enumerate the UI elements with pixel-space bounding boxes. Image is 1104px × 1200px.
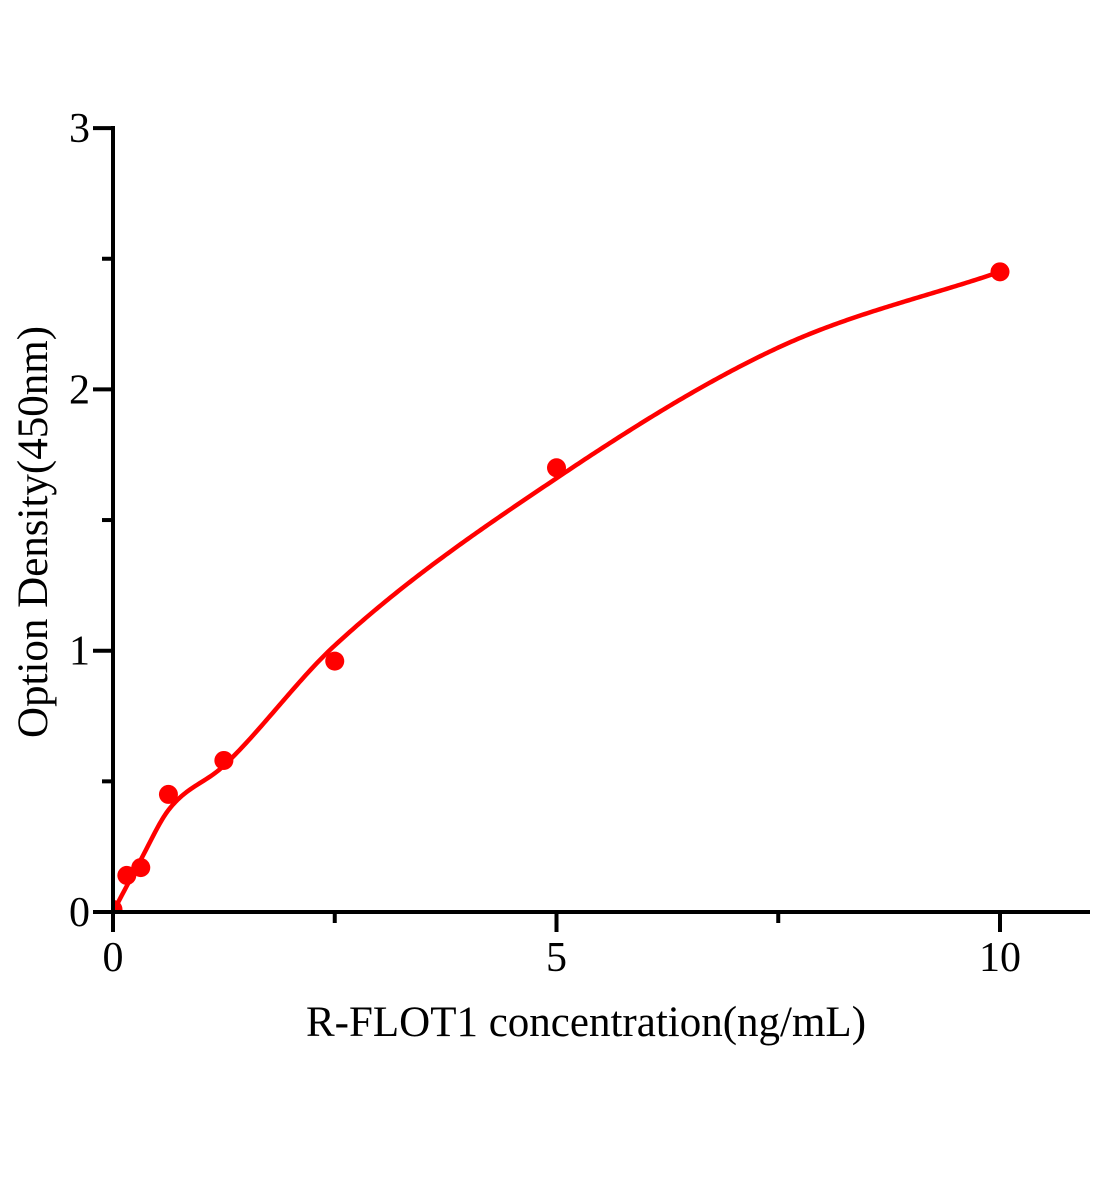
data-point [325,651,345,671]
fit-curve [115,269,1003,910]
y-tick-label: 1 [69,629,90,675]
fit-curve-path [115,269,1003,910]
y-tick-label: 3 [69,106,90,152]
x-tick-label: 10 [979,935,1021,981]
axes [111,126,1090,914]
y-tick-label: 2 [69,367,90,413]
y-axis-title: Option Density(450nm) [10,326,57,738]
tick-labels: 0 5 10 0 1 2 3 [69,106,1021,981]
x-tick-label: 5 [546,935,567,981]
x-tick-label: 0 [103,935,124,981]
y-tick-label: 0 [69,890,90,936]
data-point [158,784,178,804]
data-point [990,262,1010,282]
x-axis-title: R-FLOT1 concentration(ng/mL) [306,999,866,1046]
axis-ticks [93,126,1002,932]
data-point [115,900,123,910]
data-point [214,750,234,770]
data-point [131,858,151,878]
data-point [547,458,566,478]
data-points [115,262,1010,910]
data-point [117,865,137,885]
